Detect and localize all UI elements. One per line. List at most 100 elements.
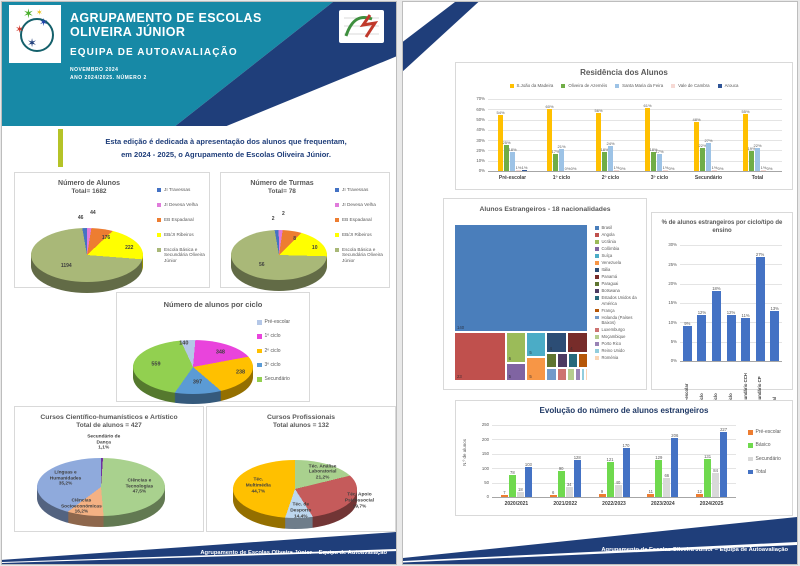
legend-label: Roménia xyxy=(601,355,619,361)
gridline xyxy=(492,425,736,426)
legend-swatch xyxy=(671,84,676,88)
legend-swatch xyxy=(595,254,599,258)
legend-swatch xyxy=(595,296,599,300)
bar-value-label: 103 xyxy=(524,461,532,467)
bar-value-label: 25% xyxy=(502,139,511,145)
bar-value-label: 1% xyxy=(711,164,718,170)
y-tick-label: 0% xyxy=(670,358,677,364)
bar xyxy=(663,478,671,497)
chart-numero-alunos: Número de Alunos Total= 1682 46 44 176 222 1… xyxy=(14,172,210,293)
gridline xyxy=(488,160,782,162)
y-tick-label: 25% xyxy=(668,261,677,267)
pie-slice-label: Línguas e Humanidades 35,2% xyxy=(49,470,82,487)
y-tick-label: 100 xyxy=(481,465,489,471)
legend-swatch xyxy=(509,84,514,88)
bar-value-label: 0% xyxy=(717,165,724,171)
y-tick-label: 50% xyxy=(476,117,485,122)
category-label: Pré-escolar xyxy=(498,175,527,181)
gridline xyxy=(488,99,782,100)
bar xyxy=(573,460,581,497)
legend-swatch xyxy=(257,377,262,382)
bar-value-label: 19% xyxy=(747,145,756,151)
gridline xyxy=(488,171,782,172)
pie-slice-label: Ciências Socioeconómicas 16,2% xyxy=(60,498,102,515)
bar xyxy=(712,473,720,497)
legend-swatch xyxy=(257,348,262,353)
logo-star-yellow: ✶ xyxy=(36,8,43,17)
chart-subtitle: Total de alunos = 427 xyxy=(76,422,142,430)
bar xyxy=(755,257,765,361)
bar-value-label: 7 xyxy=(503,489,506,495)
school-name: AGRUPAMENTO DE ESCOLAS OLIVEIRA JÚNIOR xyxy=(70,11,262,40)
legend-item: Pré-escolar xyxy=(748,429,790,435)
legend-swatch xyxy=(595,349,599,353)
bar xyxy=(755,148,760,171)
legend-swatch xyxy=(595,261,599,265)
bar xyxy=(500,495,508,497)
pie-alunos-por-ciclo: 140 348 238 397 559 xyxy=(117,313,309,404)
legend-swatch xyxy=(157,247,161,252)
legend-label: Vale de Cambra xyxy=(678,83,710,88)
bar-value-label: 56% xyxy=(594,107,603,113)
legend-label: Escola Básica e Secundária Oliveira Júni… xyxy=(164,246,205,264)
legend-swatch xyxy=(157,202,161,207)
legend-swatch xyxy=(595,275,599,279)
bar-value-label: 22% xyxy=(753,142,762,148)
pie-slice-label: Téc. de Desporto 14,4% xyxy=(290,502,312,520)
y-tick-label: 0 xyxy=(486,494,489,500)
legend-swatch xyxy=(595,308,599,313)
bar-value-label: 0% xyxy=(570,165,577,171)
legend-item: Arouca xyxy=(717,83,739,89)
legend-label: Reino Unido xyxy=(601,348,625,354)
gridline xyxy=(488,109,782,111)
legend-label: JI Devesa Velha xyxy=(164,201,198,207)
legend-label: Luxemburgo xyxy=(601,327,625,333)
legend-item: Angola xyxy=(595,232,643,237)
legend-item: JI Travessas xyxy=(335,187,385,193)
page-footer: Agrupamento de Escolas Oliveira Júnior –… xyxy=(403,514,797,564)
bar xyxy=(651,152,656,171)
legend-item: 2º ciclo xyxy=(257,348,307,354)
treemap-block xyxy=(566,367,576,381)
bar-value-label: 1% xyxy=(521,164,528,170)
y-tick-label: 250 xyxy=(481,422,489,428)
treemap-value: 140 xyxy=(457,325,465,331)
treemap-block: 5 xyxy=(526,332,547,358)
legend-label: JI Travessas xyxy=(342,187,369,192)
treemap-block xyxy=(567,352,578,368)
treemap-block: 4 xyxy=(567,332,588,353)
legend-item: Itália xyxy=(595,267,643,272)
legend-swatch xyxy=(595,282,599,286)
legend-swatch xyxy=(335,188,339,192)
legend-swatch xyxy=(595,240,599,244)
bar-value-label: 18% xyxy=(649,146,658,152)
bar xyxy=(614,485,622,497)
treemap-block xyxy=(557,367,567,381)
legend-label: Angola xyxy=(601,232,615,238)
legend-item: França xyxy=(595,308,643,313)
bar xyxy=(559,149,564,171)
legend-label: EB Espadanal xyxy=(342,216,372,222)
treemap-value: 5 xyxy=(529,373,532,379)
bar xyxy=(522,170,527,171)
treemap-value: 4 xyxy=(549,345,552,351)
barchart-residencia: 0% 10% 20% 30% 40% 50% 60% 70% 54% 25% 18% 1% 1% Pré-… xyxy=(456,63,792,189)
category-label: Total xyxy=(751,175,764,181)
pie-top xyxy=(233,460,357,518)
bar xyxy=(614,170,619,171)
legend-label: Brasil xyxy=(601,225,612,230)
bar xyxy=(622,448,630,497)
bar-value-label: 6 xyxy=(552,489,555,495)
legend-swatch xyxy=(335,202,339,207)
bar xyxy=(712,170,717,171)
treemap-value: 4 xyxy=(570,345,573,351)
legend-swatch xyxy=(257,320,262,325)
legend-swatch xyxy=(748,469,753,475)
legend-label: Holanda (Países Baixos) xyxy=(601,314,633,326)
category-label: 2023/2024 xyxy=(650,501,675,507)
bar xyxy=(657,154,662,171)
legend-item: Básico xyxy=(748,442,790,448)
masthead: ✶ ✶ ✶ ✶ ✶ AGRUPAMENTO DE ESCOLAS OLIVEIR… xyxy=(2,2,396,126)
logo-star-navy: ✶ xyxy=(27,36,38,50)
legend-swatch xyxy=(595,335,599,339)
